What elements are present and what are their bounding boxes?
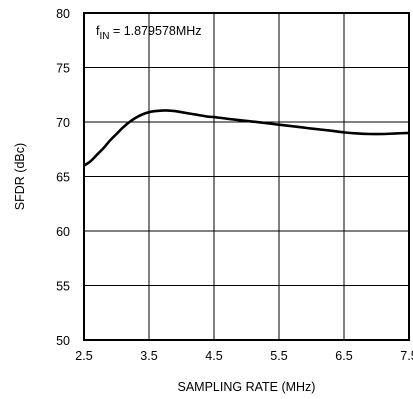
x-tick-label: 6.5 <box>335 349 352 363</box>
x-tick-label: 2.5 <box>75 349 92 363</box>
tick-layer: 2.5 3.5 4.5 5.5 6.5 7.5 50 55 60 65 70 75 80 <box>56 7 413 363</box>
x-tick-label: 3.5 <box>140 349 157 363</box>
y-tick-label: 60 <box>56 225 70 239</box>
fin-annotation-prefix: f <box>96 24 100 38</box>
y-tick-label: 50 <box>56 334 70 348</box>
grid-layer <box>84 13 409 340</box>
x-tick-label: 5.5 <box>270 349 287 363</box>
fin-annotation-suffix: = 1.879578MHz <box>109 24 201 38</box>
y-axis-title: SFDR (dBc) <box>13 143 27 210</box>
x-axis-title: SAMPLING RATE (MHz) <box>178 380 316 394</box>
series-layer <box>83 109 410 167</box>
x-tick-label: 7.5 <box>400 349 413 363</box>
y-tick-label: 80 <box>56 7 70 21</box>
y-tick-label: 65 <box>56 171 70 185</box>
y-tick-label: 55 <box>56 280 70 294</box>
sfdr-series-line <box>83 109 410 167</box>
fin-annotation: fIN = 1.879578MHz <box>96 24 202 42</box>
plot-frame <box>83 12 410 341</box>
y-tick-label: 75 <box>56 62 70 76</box>
y-tick-label: 70 <box>56 116 70 130</box>
fin-annotation-subscript: IN <box>99 31 109 42</box>
x-tick-label: 4.5 <box>205 349 222 363</box>
